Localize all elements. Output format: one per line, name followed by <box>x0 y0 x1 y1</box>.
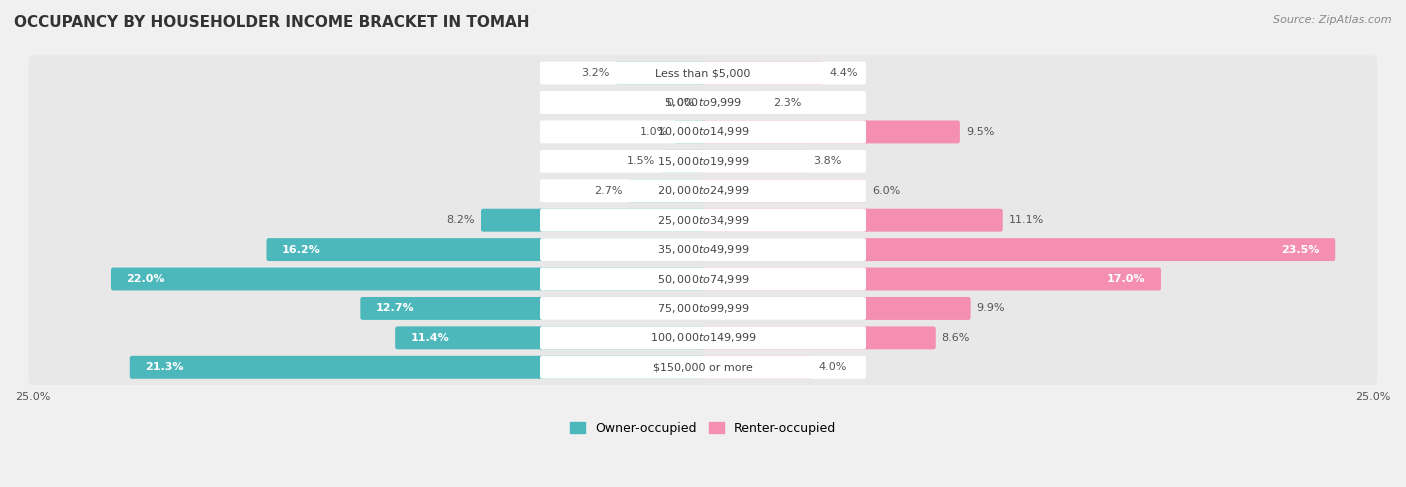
Text: 9.9%: 9.9% <box>977 303 1005 314</box>
Text: 9.5%: 9.5% <box>966 127 994 137</box>
Legend: Owner-occupied, Renter-occupied: Owner-occupied, Renter-occupied <box>565 417 841 440</box>
FancyBboxPatch shape <box>360 297 706 320</box>
FancyBboxPatch shape <box>700 238 1336 261</box>
FancyBboxPatch shape <box>540 238 866 261</box>
FancyBboxPatch shape <box>28 291 1378 326</box>
FancyBboxPatch shape <box>700 297 970 320</box>
Text: 8.6%: 8.6% <box>942 333 970 343</box>
FancyBboxPatch shape <box>129 356 706 379</box>
Text: 8.2%: 8.2% <box>447 215 475 225</box>
FancyBboxPatch shape <box>540 179 866 202</box>
FancyBboxPatch shape <box>395 326 706 349</box>
FancyBboxPatch shape <box>28 232 1378 267</box>
FancyBboxPatch shape <box>540 91 866 114</box>
Text: 6.0%: 6.0% <box>872 186 900 196</box>
FancyBboxPatch shape <box>700 267 1161 290</box>
FancyBboxPatch shape <box>540 62 866 85</box>
Text: $75,000 to $99,999: $75,000 to $99,999 <box>657 302 749 315</box>
FancyBboxPatch shape <box>111 267 706 290</box>
Text: $50,000 to $74,999: $50,000 to $74,999 <box>657 273 749 285</box>
FancyBboxPatch shape <box>700 356 813 379</box>
FancyBboxPatch shape <box>540 326 866 349</box>
FancyBboxPatch shape <box>28 350 1378 385</box>
Text: $10,000 to $14,999: $10,000 to $14,999 <box>657 126 749 138</box>
Text: 11.4%: 11.4% <box>411 333 450 343</box>
Text: 1.5%: 1.5% <box>627 156 655 167</box>
Text: 1.0%: 1.0% <box>640 127 668 137</box>
Text: $25,000 to $34,999: $25,000 to $34,999 <box>657 214 749 226</box>
FancyBboxPatch shape <box>28 262 1378 297</box>
FancyBboxPatch shape <box>481 209 706 232</box>
FancyBboxPatch shape <box>700 150 807 173</box>
FancyBboxPatch shape <box>700 326 936 349</box>
FancyBboxPatch shape <box>267 238 706 261</box>
Text: 3.2%: 3.2% <box>581 68 609 78</box>
Text: 4.4%: 4.4% <box>830 68 858 78</box>
FancyBboxPatch shape <box>700 209 1002 232</box>
FancyBboxPatch shape <box>540 209 866 232</box>
FancyBboxPatch shape <box>540 120 866 143</box>
FancyBboxPatch shape <box>700 120 960 143</box>
FancyBboxPatch shape <box>28 114 1378 150</box>
FancyBboxPatch shape <box>28 320 1378 356</box>
Text: 21.3%: 21.3% <box>145 362 184 372</box>
Text: $35,000 to $49,999: $35,000 to $49,999 <box>657 243 749 256</box>
FancyBboxPatch shape <box>700 62 823 85</box>
Text: $20,000 to $24,999: $20,000 to $24,999 <box>657 184 749 197</box>
FancyBboxPatch shape <box>540 356 866 379</box>
FancyBboxPatch shape <box>28 173 1378 208</box>
FancyBboxPatch shape <box>700 91 766 114</box>
Text: 4.0%: 4.0% <box>818 362 846 372</box>
Text: 3.8%: 3.8% <box>813 156 841 167</box>
Text: 22.0%: 22.0% <box>127 274 165 284</box>
Text: 12.7%: 12.7% <box>375 303 415 314</box>
Text: $15,000 to $19,999: $15,000 to $19,999 <box>657 155 749 168</box>
Text: Source: ZipAtlas.com: Source: ZipAtlas.com <box>1274 15 1392 25</box>
Text: 17.0%: 17.0% <box>1107 274 1146 284</box>
FancyBboxPatch shape <box>661 150 706 173</box>
Text: 2.3%: 2.3% <box>773 97 801 108</box>
FancyBboxPatch shape <box>28 144 1378 179</box>
FancyBboxPatch shape <box>540 297 866 320</box>
FancyBboxPatch shape <box>28 203 1378 238</box>
FancyBboxPatch shape <box>700 179 866 202</box>
Text: 11.1%: 11.1% <box>1008 215 1043 225</box>
Text: $5,000 to $9,999: $5,000 to $9,999 <box>664 96 742 109</box>
Text: 2.7%: 2.7% <box>595 186 623 196</box>
FancyBboxPatch shape <box>28 56 1378 91</box>
FancyBboxPatch shape <box>673 120 706 143</box>
FancyBboxPatch shape <box>614 62 706 85</box>
Text: Less than $5,000: Less than $5,000 <box>655 68 751 78</box>
Text: $100,000 to $149,999: $100,000 to $149,999 <box>650 331 756 344</box>
FancyBboxPatch shape <box>28 85 1378 120</box>
FancyBboxPatch shape <box>628 179 706 202</box>
FancyBboxPatch shape <box>540 150 866 173</box>
Text: $150,000 or more: $150,000 or more <box>654 362 752 372</box>
Text: 23.5%: 23.5% <box>1281 244 1320 255</box>
FancyBboxPatch shape <box>540 267 866 290</box>
Text: OCCUPANCY BY HOUSEHOLDER INCOME BRACKET IN TOMAH: OCCUPANCY BY HOUSEHOLDER INCOME BRACKET … <box>14 15 530 30</box>
Text: 0.0%: 0.0% <box>666 97 695 108</box>
Text: 16.2%: 16.2% <box>283 244 321 255</box>
